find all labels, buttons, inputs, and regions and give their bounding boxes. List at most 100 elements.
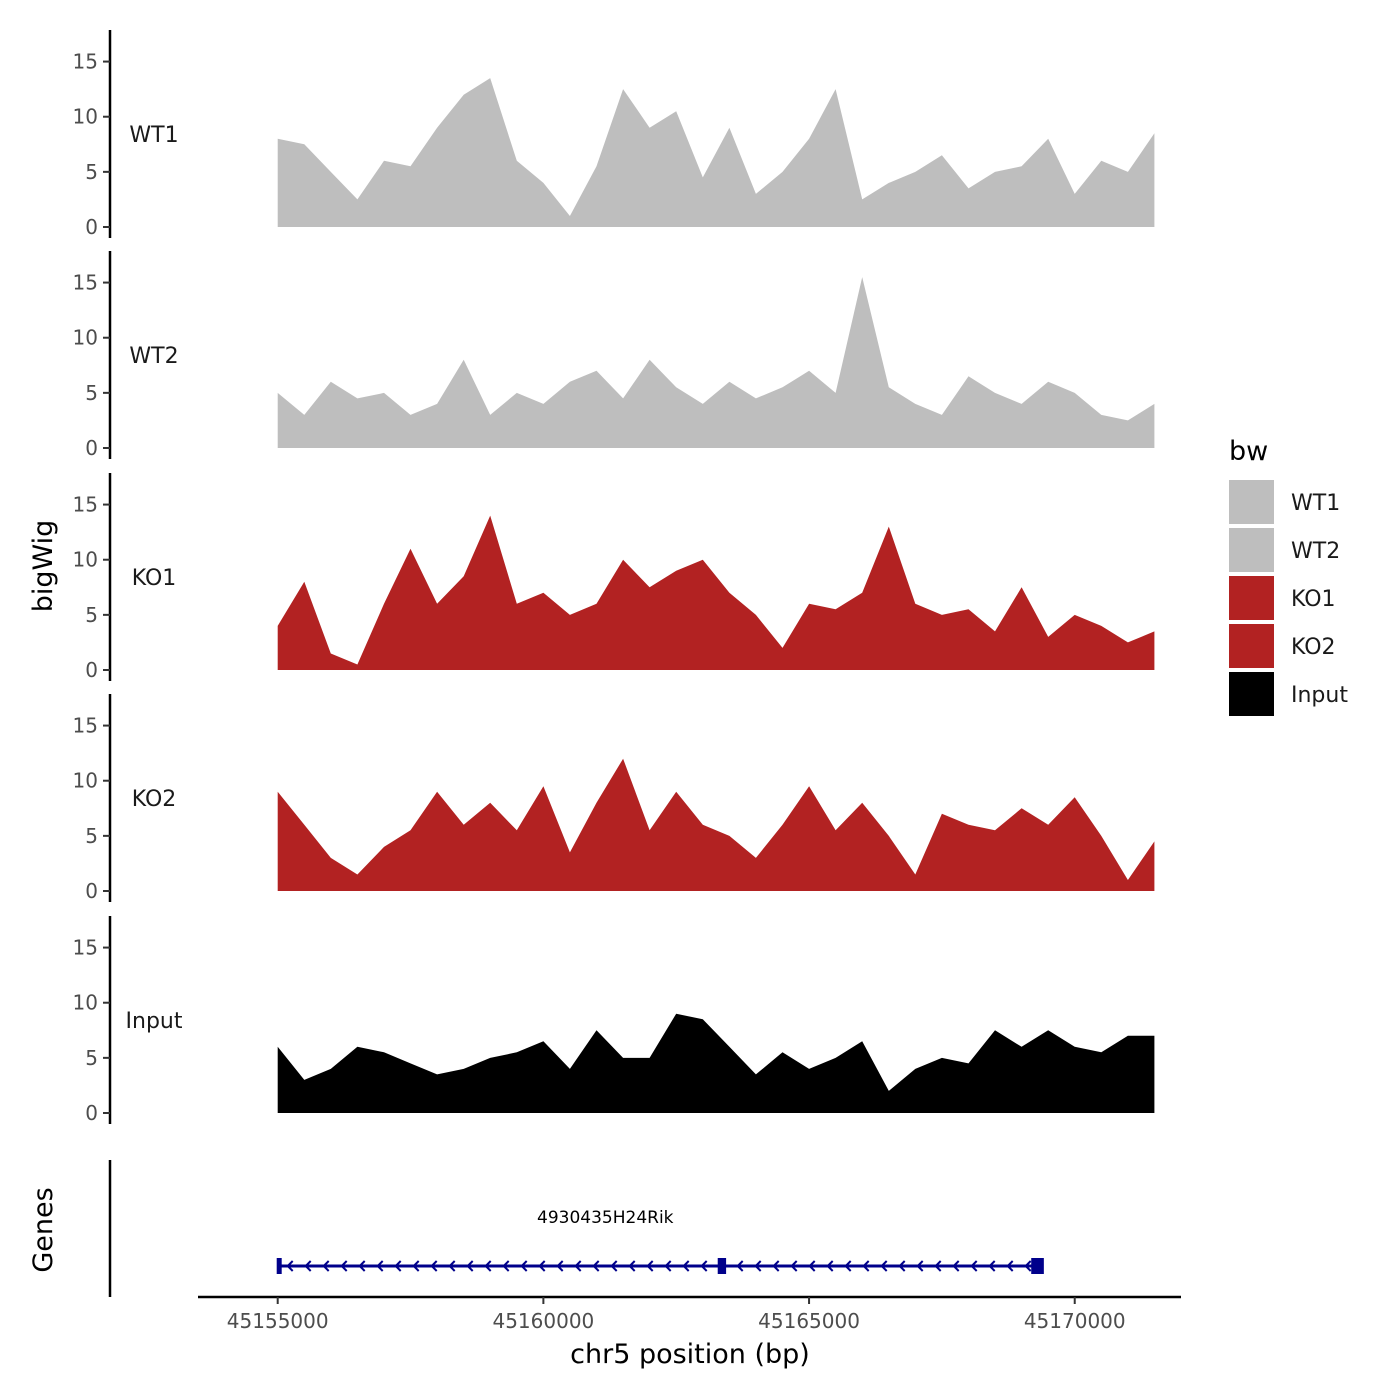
legend-swatch-wt1 — [1229, 480, 1274, 524]
y-tick-label: 10 — [73, 326, 98, 350]
y-tick-label: 0 — [85, 658, 98, 682]
y-tick-label: 0 — [85, 1101, 98, 1125]
y-tick-label: 5 — [85, 160, 98, 184]
legend-swatch-input — [1229, 672, 1274, 716]
strand-arrow — [466, 1260, 474, 1272]
strand-arrow — [286, 1260, 294, 1272]
strand-arrow — [628, 1260, 636, 1272]
y-tick-label: 5 — [85, 1046, 98, 1070]
y-tick-label: 15 — [73, 271, 98, 295]
strand-arrow — [934, 1260, 942, 1272]
strand-arrow — [376, 1260, 384, 1272]
legend-label-wt1: WT1 — [1291, 491, 1340, 516]
track-label-ko2: KO2 — [132, 787, 177, 812]
y-tick-label: 15 — [73, 50, 98, 74]
y-tick-label: 0 — [85, 215, 98, 239]
strand-arrow — [538, 1260, 546, 1272]
strand-arrow — [844, 1260, 852, 1272]
y-tick-label: 10 — [73, 105, 98, 129]
legend-title: bw — [1229, 436, 1268, 467]
y-tick-label: 5 — [85, 381, 98, 405]
strand-arrow — [736, 1260, 744, 1272]
gene-track-title: Genes — [28, 1187, 59, 1272]
track-label-ko1: KO1 — [132, 566, 177, 591]
legend-label-wt2: WT2 — [1291, 539, 1340, 564]
strand-arrow — [772, 1260, 780, 1272]
strand-arrow — [592, 1260, 600, 1272]
y-tick-label: 0 — [85, 879, 98, 903]
strand-arrow — [412, 1260, 420, 1272]
strand-arrow — [430, 1260, 438, 1272]
legend-label-ko1: KO1 — [1291, 587, 1336, 612]
legend: bw WT1 WT2 KO1 KO2 Input — [1229, 436, 1348, 716]
y-tick-label: 10 — [73, 769, 98, 793]
strand-arrow — [448, 1260, 456, 1272]
strand-arrow — [898, 1260, 906, 1272]
gene-exon — [276, 1258, 282, 1274]
strand-arrow — [358, 1260, 366, 1272]
strand-arrow — [952, 1260, 960, 1272]
area-ko2 — [277, 758, 1155, 891]
strand-arrow — [322, 1260, 330, 1272]
legend-swatch-ko1 — [1229, 576, 1274, 620]
strand-arrow — [394, 1260, 402, 1272]
gene-exon — [1031, 1258, 1044, 1274]
strand-arrow — [1024, 1260, 1032, 1272]
strand-arrow — [1006, 1260, 1014, 1272]
strand-arrow — [574, 1260, 582, 1272]
area-wt1 — [277, 78, 1155, 227]
y-tick-label: 5 — [85, 824, 98, 848]
legend-label-ko2: KO2 — [1291, 635, 1336, 660]
area-ko1 — [277, 515, 1155, 670]
track-input: 0 5 10 15 Input — [73, 916, 1155, 1125]
y-tick-label: 5 — [85, 603, 98, 627]
strand-arrow — [502, 1260, 510, 1272]
x-tick-label: 45160000 — [492, 1309, 594, 1333]
y-tick-label: 15 — [73, 714, 98, 738]
x-tick-label: 45155000 — [227, 1309, 329, 1333]
strand-arrow — [682, 1260, 690, 1272]
gene-track: Genes 4930435H24Rik — [28, 1160, 1044, 1297]
track-label-wt2: WT2 — [129, 344, 178, 369]
track-label-input: Input — [126, 1009, 183, 1034]
area-wt2 — [277, 277, 1155, 448]
strand-arrow — [880, 1260, 888, 1272]
x-axis: 45155000 45160000 45165000 45170000 chr5 po… — [198, 1295, 1181, 1370]
legend-label-input: Input — [1291, 683, 1348, 708]
y-tick-label: 10 — [73, 991, 98, 1015]
strand-arrow — [862, 1260, 870, 1272]
gene-name-label: 4930435H24Rik — [537, 1208, 674, 1228]
strand-arrow — [826, 1260, 834, 1272]
track-wt1: 0 5 10 15 WT1 — [73, 30, 1155, 239]
strand-arrow — [664, 1260, 672, 1272]
legend-swatch-ko2 — [1229, 624, 1274, 668]
track-ko2: 0 5 10 15 KO2 — [73, 694, 1155, 903]
strand-arrow — [340, 1260, 348, 1272]
coverage-tracks: 0 5 10 15 WT1 0 5 10 15 WT2 0 5 10 15 KO1 0 5 10 15 KO2 0 5 10… — [73, 30, 1155, 1125]
gene-model — [276, 1258, 1044, 1274]
strand-arrow — [610, 1260, 618, 1272]
strand-arrow — [556, 1260, 564, 1272]
strand-arrow — [484, 1260, 492, 1272]
y-tick-label: 15 — [73, 936, 98, 960]
strand-arrow — [916, 1260, 924, 1272]
x-tick-label: 45170000 — [1024, 1309, 1126, 1333]
strand-arrow — [646, 1260, 654, 1272]
strand-arrow — [970, 1260, 978, 1272]
x-tick-label: 45165000 — [758, 1309, 860, 1333]
y-tick-label: 0 — [85, 436, 98, 460]
track-label-wt1: WT1 — [129, 123, 178, 148]
strand-arrow — [808, 1260, 816, 1272]
strand-arrow — [754, 1260, 762, 1272]
y-axis-title: bigWig — [28, 520, 59, 613]
area-input — [277, 1013, 1155, 1113]
x-axis-title: chr5 position (bp) — [570, 1339, 810, 1370]
y-tick-label: 15 — [73, 493, 98, 517]
legend-swatch-wt2 — [1229, 528, 1274, 572]
strand-arrow — [520, 1260, 528, 1272]
strand-arrow — [304, 1260, 312, 1272]
strand-arrow — [988, 1260, 996, 1272]
track-wt2: 0 5 10 15 WT2 — [73, 251, 1155, 460]
gene-exon — [717, 1258, 727, 1274]
